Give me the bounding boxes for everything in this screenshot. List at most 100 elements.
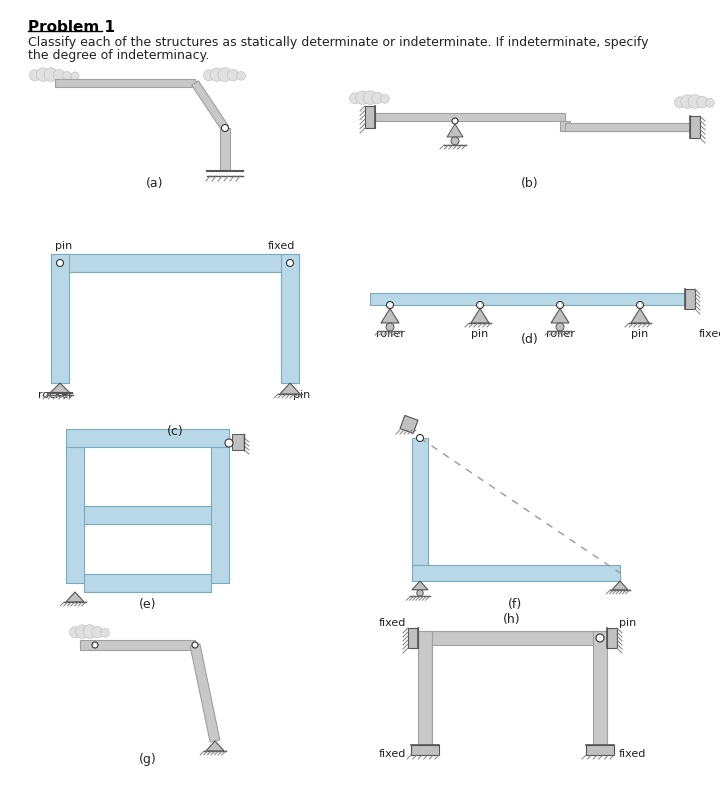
- Circle shape: [557, 301, 564, 308]
- Circle shape: [53, 70, 65, 81]
- Polygon shape: [418, 631, 432, 745]
- Polygon shape: [84, 506, 211, 524]
- Text: (c): (c): [166, 425, 184, 438]
- Polygon shape: [84, 574, 211, 592]
- Polygon shape: [593, 631, 607, 745]
- Text: Classify each of the structures as statically determinate or indeterminate. If i: Classify each of the structures as stati…: [28, 36, 649, 49]
- Text: (e): (e): [139, 598, 157, 611]
- Polygon shape: [612, 581, 628, 590]
- Polygon shape: [80, 640, 195, 650]
- Circle shape: [363, 90, 377, 105]
- Circle shape: [222, 125, 228, 132]
- Circle shape: [675, 97, 685, 108]
- Circle shape: [381, 94, 390, 103]
- Text: (d): (d): [521, 333, 539, 346]
- Text: pin: pin: [472, 329, 489, 339]
- Circle shape: [63, 71, 71, 80]
- Bar: [232, 434, 244, 450]
- Circle shape: [237, 71, 246, 80]
- Circle shape: [210, 68, 224, 82]
- Polygon shape: [412, 438, 428, 565]
- Circle shape: [228, 70, 239, 81]
- Bar: [411, 745, 439, 755]
- Polygon shape: [447, 124, 463, 137]
- Bar: [690, 116, 700, 138]
- Polygon shape: [66, 429, 229, 447]
- Polygon shape: [50, 383, 70, 393]
- Polygon shape: [192, 81, 228, 130]
- Circle shape: [30, 70, 40, 81]
- Polygon shape: [55, 79, 195, 87]
- Circle shape: [372, 93, 383, 104]
- Circle shape: [56, 259, 63, 266]
- Circle shape: [44, 67, 58, 82]
- Polygon shape: [51, 254, 299, 272]
- Text: (a): (a): [146, 177, 163, 190]
- Text: pin: pin: [55, 241, 72, 251]
- Circle shape: [92, 642, 98, 648]
- Text: the degree of indeterminacy.: the degree of indeterminacy.: [28, 49, 210, 62]
- Polygon shape: [565, 123, 690, 131]
- Polygon shape: [375, 113, 565, 121]
- Circle shape: [71, 72, 79, 80]
- Circle shape: [225, 439, 233, 447]
- Text: fixed: fixed: [619, 749, 647, 759]
- Circle shape: [192, 642, 198, 648]
- Polygon shape: [66, 592, 84, 602]
- Circle shape: [387, 301, 394, 308]
- Circle shape: [83, 625, 97, 638]
- Text: pin: pin: [619, 618, 636, 628]
- Bar: [685, 289, 695, 309]
- Circle shape: [349, 93, 361, 104]
- Polygon shape: [206, 741, 224, 751]
- Text: (g): (g): [139, 753, 157, 766]
- Text: (b): (b): [521, 177, 539, 190]
- Circle shape: [287, 259, 294, 266]
- Circle shape: [36, 68, 50, 82]
- Polygon shape: [381, 308, 399, 323]
- Circle shape: [76, 625, 89, 638]
- Polygon shape: [560, 121, 570, 131]
- Polygon shape: [220, 128, 230, 171]
- Circle shape: [596, 634, 604, 642]
- Polygon shape: [418, 631, 607, 645]
- Text: pin: pin: [293, 390, 310, 400]
- Circle shape: [706, 98, 714, 107]
- Circle shape: [416, 435, 423, 442]
- Text: fixed: fixed: [268, 241, 295, 251]
- Text: pin: pin: [631, 329, 649, 339]
- Text: fixed: fixed: [379, 749, 406, 759]
- Circle shape: [688, 94, 702, 109]
- Polygon shape: [66, 438, 84, 583]
- Polygon shape: [280, 383, 300, 394]
- Circle shape: [356, 91, 369, 105]
- Bar: [408, 628, 418, 648]
- Text: rocker: rocker: [38, 390, 73, 400]
- Bar: [586, 745, 614, 755]
- Circle shape: [556, 323, 564, 331]
- Polygon shape: [631, 308, 649, 323]
- Circle shape: [417, 590, 423, 596]
- Circle shape: [636, 301, 644, 308]
- Circle shape: [386, 323, 394, 331]
- Circle shape: [101, 629, 109, 638]
- Polygon shape: [400, 416, 418, 434]
- Circle shape: [452, 118, 458, 124]
- Text: fixed: fixed: [699, 329, 720, 339]
- Circle shape: [70, 626, 81, 638]
- Polygon shape: [211, 438, 229, 583]
- Text: Problem 1: Problem 1: [28, 20, 115, 35]
- Circle shape: [218, 67, 232, 82]
- Polygon shape: [51, 254, 69, 383]
- Text: roller: roller: [546, 329, 575, 339]
- Bar: [607, 628, 617, 648]
- Polygon shape: [412, 581, 428, 590]
- Polygon shape: [190, 644, 220, 742]
- Polygon shape: [471, 308, 489, 323]
- Circle shape: [204, 70, 215, 81]
- Polygon shape: [370, 293, 685, 305]
- Bar: [365, 106, 375, 128]
- Text: (f): (f): [508, 598, 522, 611]
- Circle shape: [477, 301, 484, 308]
- Text: (h): (h): [503, 613, 521, 626]
